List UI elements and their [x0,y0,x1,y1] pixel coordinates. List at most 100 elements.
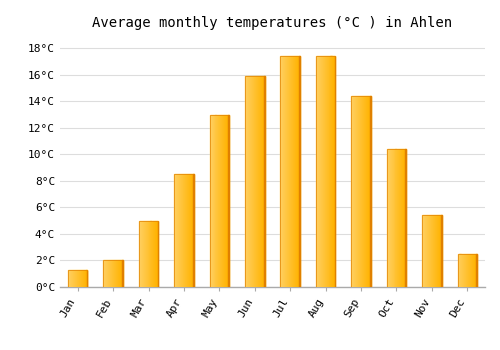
Bar [472,254,473,287]
Bar [290,56,291,287]
Bar [292,56,293,287]
Bar [104,260,123,287]
Bar [222,114,224,287]
Bar [121,260,122,287]
Bar [210,114,212,287]
Bar [156,221,158,287]
Bar [68,270,87,287]
Bar [321,56,322,287]
Bar [404,149,406,287]
Bar [183,174,184,287]
Bar [352,96,354,287]
Bar [464,254,466,287]
Bar [390,149,392,287]
Bar [140,221,141,287]
Bar [256,76,257,287]
Bar [328,56,330,287]
Bar [112,260,113,287]
Bar [255,76,256,287]
Bar [298,56,299,287]
Bar [122,260,123,287]
Bar [251,76,252,287]
Bar [192,174,194,287]
Bar [189,174,190,287]
Bar [440,215,442,287]
Bar [144,221,146,287]
Bar [141,221,142,287]
Bar [396,149,398,287]
Bar [111,260,112,287]
Bar [76,270,77,287]
Bar [139,221,158,287]
Bar [109,260,110,287]
Bar [113,260,114,287]
Bar [427,215,428,287]
Bar [252,76,253,287]
Bar [248,76,249,287]
Bar [75,270,76,287]
Bar [367,96,368,287]
Bar [245,76,246,287]
Bar [318,56,319,287]
Bar [193,174,194,287]
Bar [254,76,255,287]
Bar [78,270,80,287]
Bar [72,270,73,287]
Bar [74,270,75,287]
Bar [288,56,290,287]
Bar [360,96,361,287]
Bar [86,270,88,287]
Bar [180,174,181,287]
Bar [110,260,111,287]
Bar [424,215,425,287]
Bar [364,96,365,287]
Bar [441,215,442,287]
Bar [73,270,74,287]
Bar [84,270,86,287]
Bar [218,114,220,287]
Bar [68,270,69,287]
Bar [334,56,336,287]
Bar [475,254,476,287]
Bar [474,254,475,287]
Bar [422,215,442,287]
Bar [369,96,370,287]
Bar [299,56,300,287]
Bar [178,174,179,287]
Bar [228,114,229,287]
Bar [284,56,286,287]
Bar [299,56,300,287]
Bar [177,174,178,287]
Bar [176,174,177,287]
Bar [462,254,464,287]
Bar [185,174,186,287]
Bar [353,96,354,287]
Bar [429,215,430,287]
Bar [227,114,228,287]
Bar [179,174,180,287]
Bar [362,96,363,287]
Bar [174,174,194,287]
Bar [228,114,229,287]
Bar [436,215,438,287]
Bar [181,174,182,287]
Bar [357,96,358,287]
Bar [253,76,254,287]
Bar [392,149,394,287]
Bar [282,56,284,287]
Bar [334,56,336,287]
Bar [175,174,176,287]
Bar [86,270,88,287]
Bar [405,149,406,287]
Bar [114,260,115,287]
Bar [120,260,121,287]
Bar [191,174,192,287]
Bar [220,114,222,287]
Bar [280,56,300,287]
Bar [188,174,189,287]
Bar [466,254,468,287]
Bar [256,76,258,287]
Bar [286,56,288,287]
Bar [296,56,297,287]
Bar [436,215,437,287]
